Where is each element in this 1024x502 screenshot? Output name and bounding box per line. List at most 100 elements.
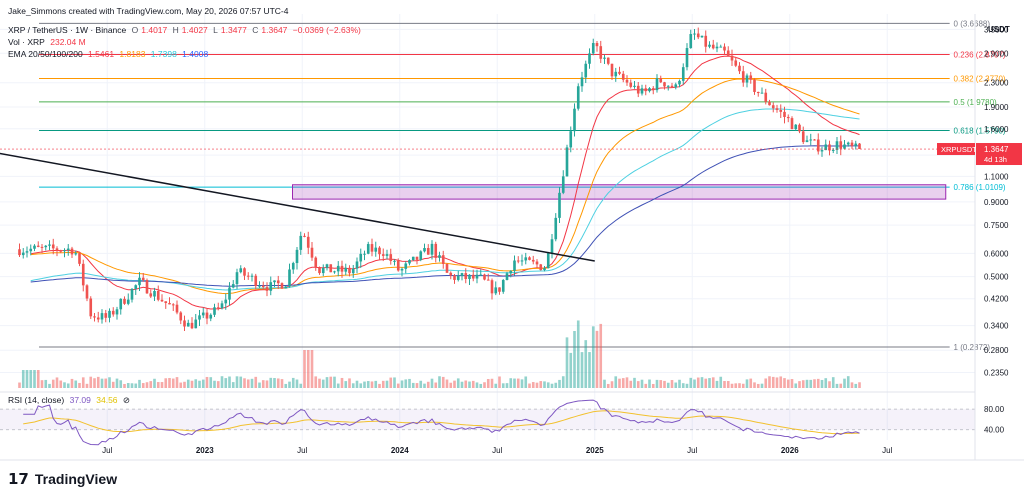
volume-bar bbox=[374, 380, 378, 388]
volume-bar bbox=[430, 378, 434, 388]
volume-bar bbox=[48, 383, 51, 388]
candle-body bbox=[441, 255, 445, 264]
candle-body bbox=[194, 319, 198, 329]
candle-body bbox=[130, 288, 134, 300]
hide-icon[interactable]: ⊘ bbox=[122, 395, 131, 405]
candle-body bbox=[209, 314, 213, 319]
volume-bar bbox=[835, 383, 839, 388]
volume-bar bbox=[329, 376, 333, 388]
candle-body bbox=[269, 282, 273, 291]
volume-bar bbox=[201, 379, 205, 388]
volume-bar bbox=[711, 377, 715, 388]
volume-bar bbox=[138, 379, 141, 388]
volume-bar bbox=[89, 376, 93, 388]
candle-body bbox=[396, 260, 400, 271]
volume-bar bbox=[449, 382, 453, 388]
volume-bar bbox=[805, 379, 809, 388]
volume-bar bbox=[475, 382, 479, 388]
candle-body bbox=[704, 35, 708, 47]
volume-bar bbox=[606, 383, 610, 388]
volume-bar bbox=[666, 382, 670, 388]
rsi-tick-label: 40.00 bbox=[984, 426, 1005, 435]
candle-body bbox=[711, 44, 715, 49]
fibonacci-retracement[interactable]: 0 (3.6688) 0.236 (2.8707) 0.382 (2.3770) 0.… bbox=[39, 19, 1006, 352]
candle-body bbox=[85, 285, 89, 299]
candle-body bbox=[149, 293, 153, 297]
volume-bar bbox=[843, 378, 846, 388]
candle-body bbox=[265, 287, 269, 291]
volume-bar bbox=[468, 381, 471, 388]
high-value: 1.4027 bbox=[181, 25, 208, 35]
volume-bar bbox=[258, 382, 261, 388]
volume-bar bbox=[209, 377, 213, 388]
candle-body bbox=[186, 322, 190, 327]
candle-body bbox=[280, 283, 284, 289]
fib-level-label: 0 (3.6688) bbox=[954, 19, 991, 28]
candle-body bbox=[831, 149, 835, 151]
candle-body bbox=[74, 253, 78, 255]
volume-bar bbox=[741, 383, 745, 388]
candle-body bbox=[138, 277, 141, 286]
price-tick-label: 2.9000 bbox=[984, 49, 1009, 58]
volume-bar bbox=[141, 383, 145, 388]
tradingview-logo[interactable]: 𝟭𝟳 TradingView bbox=[8, 471, 118, 488]
candle-body bbox=[243, 268, 246, 276]
candle-body bbox=[59, 250, 63, 252]
trendline[interactable] bbox=[0, 152, 595, 262]
symbol-tag bbox=[937, 143, 975, 156]
candle-body bbox=[426, 248, 430, 255]
candle-body bbox=[351, 268, 355, 274]
support-zone[interactable] bbox=[292, 184, 947, 200]
volume-bar bbox=[441, 376, 445, 388]
volume-bar bbox=[111, 381, 115, 388]
ema-50-value: 1.8183 bbox=[119, 49, 146, 59]
trendline-segment bbox=[0, 152, 595, 262]
candle-body bbox=[580, 77, 584, 87]
candle-body bbox=[820, 150, 824, 152]
candle-body bbox=[509, 270, 513, 274]
volume-bar bbox=[524, 376, 528, 388]
candle-body bbox=[723, 46, 726, 51]
volume-bar bbox=[839, 383, 843, 388]
volume-bar bbox=[445, 379, 449, 388]
candle-body bbox=[314, 257, 318, 267]
symbol-name[interactable]: XRP / TetherUS · 1W · Binance bbox=[8, 25, 127, 35]
volume-bar bbox=[700, 377, 704, 388]
volume-bar bbox=[340, 377, 344, 388]
candle-body bbox=[168, 302, 171, 305]
volume-bar bbox=[648, 379, 651, 388]
candle-body bbox=[610, 63, 614, 77]
volume-bar bbox=[66, 383, 70, 388]
author-line: Jake_Simmons created with TradingView.co… bbox=[8, 6, 289, 16]
price-tick-label: 1.6000 bbox=[984, 125, 1009, 134]
candle-body bbox=[486, 279, 490, 281]
volume-bar bbox=[801, 380, 805, 388]
volume-bar bbox=[674, 382, 678, 388]
volume-bar bbox=[614, 376, 618, 388]
volume-bar bbox=[520, 379, 524, 388]
candle-body bbox=[115, 309, 119, 315]
volume-bar bbox=[171, 378, 175, 388]
candle-body bbox=[291, 263, 295, 270]
candle-body bbox=[809, 139, 813, 141]
candle-body bbox=[355, 261, 359, 269]
candle-body bbox=[779, 109, 783, 112]
volume-bar bbox=[854, 383, 858, 388]
volume-bar bbox=[269, 377, 273, 388]
candle-body bbox=[621, 73, 625, 80]
volume-bar bbox=[494, 383, 498, 388]
volume-bar bbox=[730, 383, 734, 388]
volume-bar bbox=[231, 382, 235, 388]
volume-bar bbox=[153, 378, 156, 388]
candle-body bbox=[126, 299, 130, 304]
ema-50-line bbox=[30, 78, 860, 295]
volume-bar bbox=[486, 379, 490, 388]
candle-body bbox=[123, 298, 126, 304]
candle-body bbox=[456, 275, 460, 280]
volume-bar bbox=[535, 382, 539, 388]
candle-body bbox=[543, 268, 546, 271]
volume-bar bbox=[29, 370, 33, 388]
candle-body bbox=[434, 243, 438, 258]
price-tick-label: 1.1000 bbox=[984, 172, 1009, 181]
